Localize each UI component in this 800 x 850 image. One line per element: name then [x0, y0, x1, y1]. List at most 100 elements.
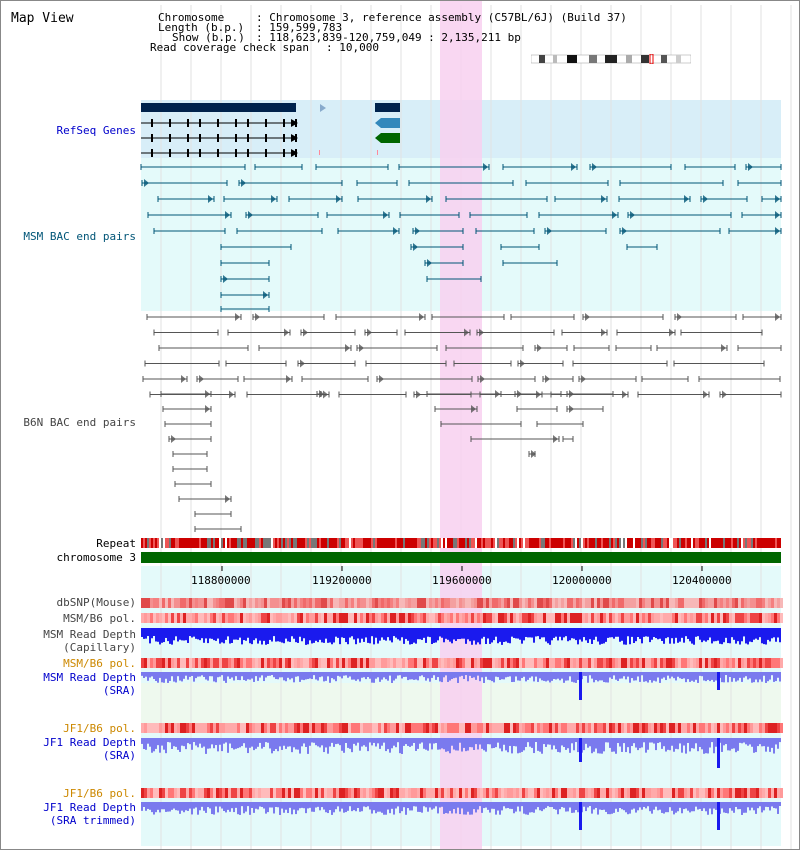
msm-b6-pol-cell [357, 658, 360, 668]
jf1-sra-depth-bar [271, 738, 273, 754]
repeat-element [409, 538, 411, 548]
jf1-sra-depth-bar [741, 738, 743, 744]
jf1-trim-depth-bar [665, 802, 667, 813]
dbsnp-cell [651, 598, 654, 608]
chromosome-ideogram[interactable] [531, 54, 691, 64]
msm-capillary-depth-bar [285, 628, 287, 639]
dbsnp-cell [594, 598, 597, 608]
jf1-trim-depth-bar [703, 802, 705, 809]
gene-exon [169, 134, 171, 142]
jf1-trim-depth-bar [299, 802, 301, 809]
jf1-b6-pol-cell [150, 723, 153, 733]
jf1-b6-pol-cell [300, 788, 303, 798]
jf1-b6-pol-cell [570, 723, 573, 733]
gene-exon [187, 149, 189, 157]
msm-sra-depth-bar [651, 672, 653, 683]
dbsnp-cell [288, 598, 291, 608]
msm-capillary-depth-bar [395, 628, 397, 638]
repeat-element [661, 538, 663, 548]
msm-b6-pol-cell [183, 658, 186, 668]
msm-b6-pol-cell [297, 613, 300, 623]
msm-sra-depth-bar [353, 672, 355, 680]
jf1-sra-depth-bar [291, 738, 293, 753]
jf1-sra-depth-bar [317, 738, 319, 747]
jf1-sra-depth-bar [451, 738, 453, 746]
msm-b6-pol-cell [396, 658, 399, 668]
jf1-sra-depth-bar [687, 738, 689, 743]
jf1-sra-depth-bar [289, 738, 291, 747]
msm-capillary-depth-bar [453, 628, 455, 640]
msm-b6-pol-cell [660, 613, 663, 623]
repeat-element [179, 538, 181, 548]
jf1-trim-depth-bar [313, 802, 315, 812]
msm-b6-pol-cell [156, 613, 159, 623]
dbsnp-cell [327, 598, 330, 608]
msm-b6-pol-cell [504, 658, 507, 668]
msm-b6-pol-cell [579, 658, 582, 668]
msm-capillary-depth-bar [581, 628, 583, 642]
msm-b6-pol-cell [540, 658, 543, 668]
repeat-element [707, 538, 709, 548]
msm-capillary-depth-bar [511, 628, 513, 637]
dbsnp-cell [357, 598, 360, 608]
msm-capillary-depth-bar [583, 628, 585, 638]
msm-capillary-depth-bar [605, 628, 607, 642]
dbsnp-cell [642, 598, 645, 608]
jf1-trim-depth-bar [715, 802, 717, 810]
msm-capillary-depth-bar [261, 628, 263, 645]
jf1-b6-pol-cell [501, 788, 504, 798]
msm-b6-pol-cell [516, 613, 519, 623]
msm-b6-pol-cell [168, 658, 171, 668]
msm-sra-depth-bar [613, 672, 615, 676]
msm-b6-pol-cell [171, 658, 174, 668]
jf1-sra-depth-bar [521, 738, 523, 752]
repeat-element [279, 538, 281, 548]
jf1-sra-depth-bar [423, 738, 425, 749]
msm-b6-pol-cell [342, 658, 345, 668]
repeat-element [413, 538, 415, 548]
dbsnp-cell [507, 598, 510, 608]
jf1-sra-depth-bar [167, 738, 169, 743]
jf1-b6-pol-cell [639, 788, 642, 798]
msm-sra-depth-bar [523, 672, 525, 677]
jf1-sra-depth-bar [635, 738, 637, 748]
repeat-element [565, 538, 567, 548]
repeat-element [737, 538, 739, 548]
msm-b6-pol-cell [603, 658, 606, 668]
jf1-b6-pol-cell [720, 723, 723, 733]
jf1-sra-depth-bar [541, 738, 543, 754]
jf1-sra-depth-bar [287, 738, 289, 747]
msm-capillary-depth-bar [697, 628, 699, 637]
jf1-sra-depth-bar [213, 738, 215, 749]
jf1-sra-depth-bar [471, 738, 473, 748]
repeat-element [141, 538, 143, 548]
repeat-element [293, 538, 295, 548]
jf1-b6-pol-cell [384, 788, 387, 798]
jf1-trim-depth-bar [623, 802, 625, 811]
msm-b6-pol-cell [753, 658, 756, 668]
jf1-trim-depth-bar [613, 802, 615, 813]
repeat-element [239, 538, 241, 548]
msm-capillary-depth-bar [571, 628, 573, 639]
jf1-b6-pol-cell [237, 723, 240, 733]
dbsnp-cell [708, 598, 711, 608]
dbsnp-cell [276, 598, 279, 608]
msm-sra-depth-bar [239, 672, 241, 681]
repeat-element [495, 538, 497, 548]
jf1-b6-pol-cell [153, 788, 156, 798]
msm-capillary-depth-bar [615, 628, 617, 637]
jf1-b6-pol-cell [573, 788, 576, 798]
msm-capillary-depth-bar [225, 628, 227, 640]
jf1-trim-depth-bar [275, 802, 277, 807]
jf1-trim-depth-bar [567, 802, 569, 812]
track-label-msm-depth-sra-sub: (SRA) [102, 684, 136, 697]
msm-b6-pol-cell [153, 613, 156, 623]
dbsnp-cell [519, 598, 522, 608]
repeat-element [631, 538, 633, 548]
msm-capillary-depth-bar [211, 628, 213, 639]
msm-capillary-depth-bar [685, 628, 687, 637]
msm-sra-depth-bar [475, 672, 477, 680]
jf1-b6-pol-cell [567, 723, 570, 733]
jf1-trim-depth-bar [747, 802, 749, 808]
